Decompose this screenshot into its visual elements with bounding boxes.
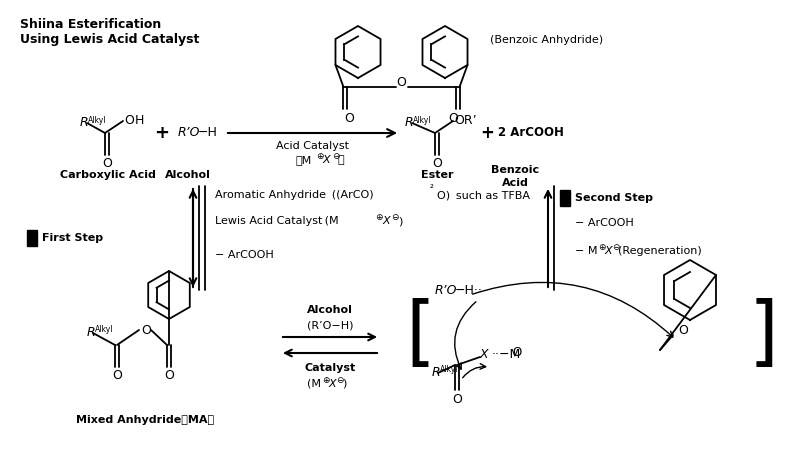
Text: Alcohol: Alcohol [307, 305, 353, 315]
Text: ⊖: ⊖ [612, 243, 619, 252]
Text: H: H [135, 114, 144, 127]
Text: +: + [480, 124, 494, 142]
Text: O: O [112, 369, 122, 382]
Text: X: X [382, 216, 390, 226]
Text: Alkyl: Alkyl [413, 116, 431, 125]
Text: ₂: ₂ [430, 180, 434, 190]
Text: +: + [154, 124, 170, 142]
Text: Alkyl: Alkyl [95, 325, 114, 334]
Text: O: O [141, 324, 151, 337]
Text: ⊖: ⊖ [332, 152, 339, 161]
Text: First Step: First Step [42, 233, 103, 243]
Text: [: [ [405, 298, 435, 372]
Text: O: O [345, 112, 354, 125]
Text: Shiina Esterification: Shiina Esterification [20, 18, 162, 31]
Text: ··−M: ··−M [492, 348, 522, 361]
Text: R’O: R’O [178, 126, 201, 140]
Text: Using Lewis Acid Catalyst: Using Lewis Acid Catalyst [20, 33, 199, 46]
Text: Ester: Ester [421, 170, 454, 180]
Text: ): ) [398, 216, 402, 226]
Text: R: R [79, 117, 88, 130]
Text: Benzoic: Benzoic [491, 165, 539, 175]
Text: R: R [86, 327, 95, 339]
Text: (Regeneration): (Regeneration) [618, 246, 702, 256]
Bar [27, 230, 37, 246]
Text: ): ) [342, 379, 346, 389]
Text: (Benzoic Anhydride): (Benzoic Anhydride) [490, 35, 603, 45]
Text: R’O: R’O [435, 284, 458, 297]
Text: ]: ] [748, 298, 778, 372]
Text: Aromatic Anhydride  ((ArCO): Aromatic Anhydride ((ArCO) [215, 190, 374, 200]
Text: X: X [328, 379, 336, 389]
Text: ⊕: ⊕ [375, 213, 382, 222]
Text: O: O [432, 157, 442, 170]
Text: Acid: Acid [502, 178, 529, 188]
Text: R: R [431, 366, 440, 379]
Text: − ArCOOH: − ArCOOH [215, 250, 274, 260]
Text: X: X [322, 155, 330, 165]
Text: − M: − M [575, 246, 598, 256]
Text: R: R [404, 117, 413, 130]
Text: Alkyl: Alkyl [440, 365, 458, 374]
Text: ⊕: ⊕ [316, 152, 323, 161]
Text: Catalyst: Catalyst [304, 363, 356, 373]
Text: Carboxylic Acid: Carboxylic Acid [60, 170, 156, 180]
Text: O: O [678, 324, 688, 338]
Text: ⊕: ⊕ [598, 243, 606, 252]
Text: X: X [480, 348, 489, 361]
Text: (M: (M [307, 379, 321, 389]
Text: Alkyl: Alkyl [88, 116, 106, 125]
Text: (R’O−H): (R’O−H) [306, 321, 354, 331]
Text: O: O [452, 393, 462, 406]
Text: X: X [604, 246, 612, 256]
Bar [560, 190, 570, 206]
Text: −H: −H [198, 126, 218, 140]
Text: −H··: −H·· [455, 284, 483, 297]
Text: O: O [512, 346, 522, 360]
Text: ⊖: ⊖ [336, 376, 343, 385]
Text: 2 ArCOOH: 2 ArCOOH [498, 126, 564, 140]
Text: Alcohol: Alcohol [165, 170, 211, 180]
Text: − ArCOOH: − ArCOOH [575, 218, 634, 228]
Text: O: O [164, 369, 174, 382]
Text: Mixed Anhydride（MA）: Mixed Anhydride（MA） [76, 415, 214, 425]
Text: O: O [397, 76, 406, 90]
Text: OR’: OR’ [454, 114, 477, 127]
Text: O: O [124, 114, 134, 127]
Text: O: O [102, 157, 112, 170]
Text: （M: （M [296, 155, 312, 165]
Text: Acid Catalyst: Acid Catalyst [277, 141, 350, 151]
Text: O)  such as TFBA: O) such as TFBA [437, 190, 530, 200]
Text: ⊕: ⊕ [322, 376, 330, 385]
Text: Second Step: Second Step [575, 193, 653, 203]
Text: O: O [449, 112, 458, 125]
Text: ）: ） [338, 155, 345, 165]
Text: Lewis Acid Catalyst (M: Lewis Acid Catalyst (M [215, 216, 338, 226]
Text: ⊖: ⊖ [391, 213, 398, 222]
